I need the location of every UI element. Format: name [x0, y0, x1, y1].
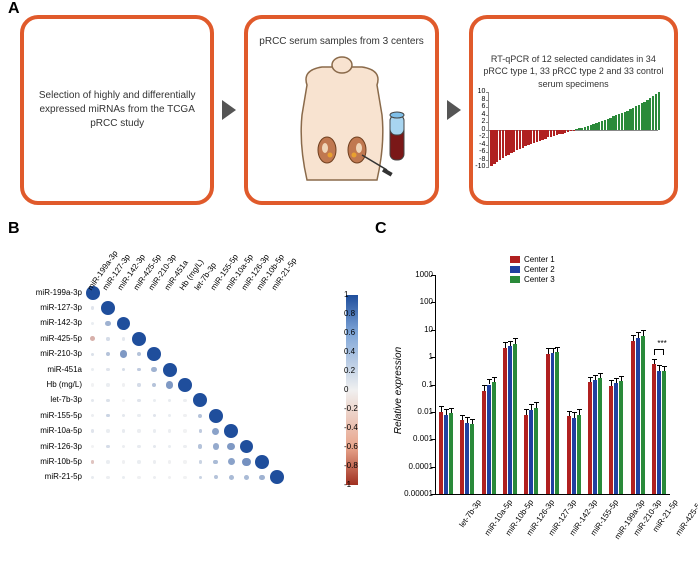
panel-b-correlation: 10.80.60.40.20-0.2-0.4-0.6-0.8-1 miR-199…: [20, 235, 360, 555]
panel-c-barchart: Center 1Center 2Center 3 Relative expres…: [380, 235, 680, 555]
corr-row-label: miR-199a-3p: [20, 288, 82, 297]
corr-row-label: miR-126-3p: [20, 442, 82, 451]
legend-item: Center 2: [510, 265, 555, 274]
x-tick-label: let-7b-3p: [457, 498, 482, 529]
corr-row-label: let-7b-3p: [20, 395, 82, 404]
workflow-box-2: pRCC serum samples from 3 centers: [244, 15, 438, 205]
y-tick: 0.001: [413, 434, 433, 443]
corr-row-label: miR-155-5p: [20, 411, 82, 420]
waterfall-chart: -10-8-6-4-20246810: [488, 92, 658, 167]
corr-row-label: miR-21-5p: [20, 472, 82, 481]
workflow-box-1: Selection of highly and differentially e…: [20, 15, 214, 205]
workflow-box-3: RT-qPCR of 12 selected candidates in 34 …: [469, 15, 678, 205]
y-axis-label: Relative expression: [393, 347, 404, 434]
panel-label-b: B: [8, 220, 20, 238]
corr-row-label: Hb (mg/L): [20, 380, 82, 389]
workflow-box-1-text: Selection of highly and differentially e…: [32, 89, 202, 131]
bar-chart-area: ***: [435, 275, 670, 495]
corr-row-label: miR-142-3p: [20, 318, 82, 327]
corr-row-label: miR-127-3p: [20, 303, 82, 312]
legend-item: Center 1: [510, 255, 555, 264]
corr-row-label: miR-210-3p: [20, 349, 82, 358]
workflow-box-2-text: pRCC serum samples from 3 centers: [259, 35, 424, 49]
corr-row-label: miR-425-5p: [20, 334, 82, 343]
workflow-box-3-text: RT-qPCR of 12 selected candidates in 34 …: [481, 53, 666, 91]
panel-a: Selection of highly and differentially e…: [20, 10, 678, 210]
y-tick: 0.00001: [404, 489, 433, 498]
corr-row-label: miR-451a: [20, 365, 82, 374]
torso-illustration: [277, 55, 407, 185]
corr-row-label: miR-10a-5p: [20, 426, 82, 435]
panel-label-a: A: [8, 0, 20, 18]
y-tick: 0.0001: [409, 462, 433, 471]
corr-row-label: miR-10b-5p: [20, 457, 82, 466]
arrow-icon: [222, 100, 236, 120]
arrow-icon: [447, 100, 461, 120]
correlation-matrix: [85, 285, 285, 485]
